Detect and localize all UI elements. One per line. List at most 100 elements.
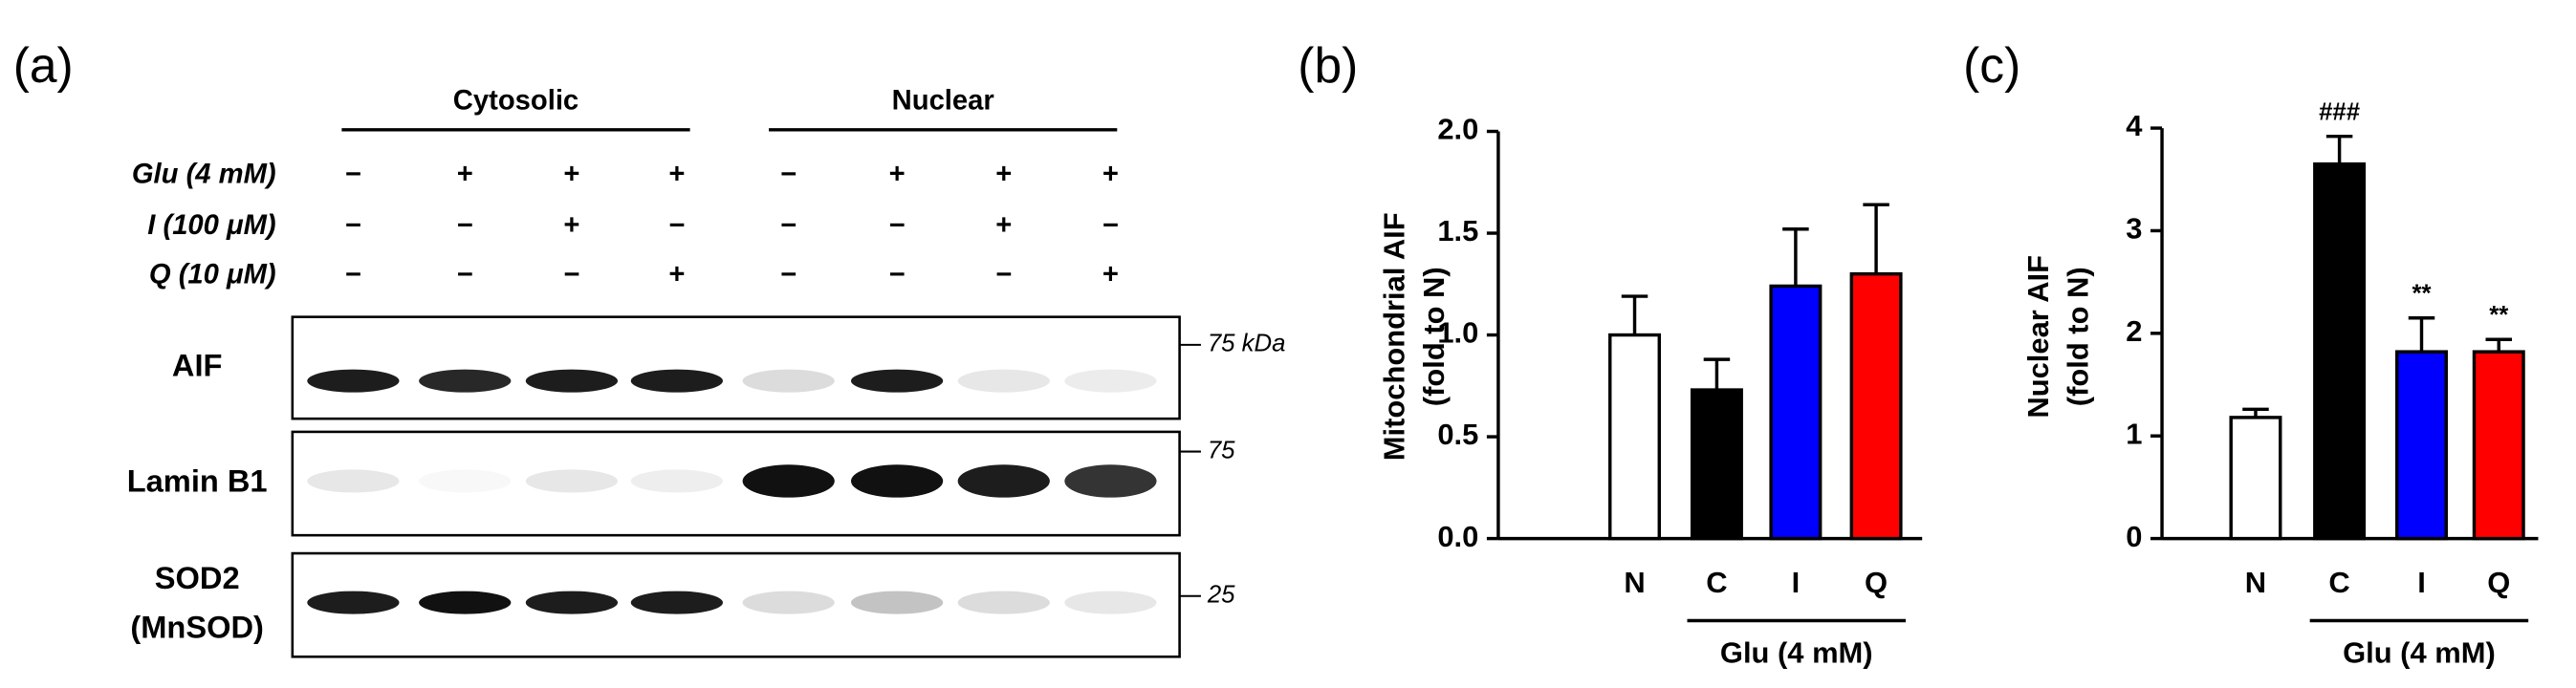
- band: [525, 469, 619, 493]
- y-tick-label: 0.5: [1437, 418, 1478, 451]
- marker-label: 25: [1207, 582, 1235, 609]
- band: [957, 369, 1050, 393]
- group-label: Nuclear: [892, 85, 994, 116]
- treatment-sign: +: [457, 160, 473, 190]
- treatment-label: Glu (4 mM): [132, 160, 276, 190]
- band: [957, 464, 1050, 498]
- treatment-sign: −: [780, 210, 797, 241]
- x-tick-label: I: [2417, 566, 2426, 599]
- y-tick-label: 1.0: [1437, 316, 1478, 350]
- x-tick-label: N: [2245, 566, 2266, 599]
- panel-label: (a): [13, 37, 74, 93]
- band: [742, 464, 835, 498]
- treatment-sign: +: [668, 259, 685, 290]
- treatment-sign: +: [995, 160, 1012, 190]
- y-tick-label: 2.0: [1437, 113, 1478, 146]
- y-tick-label: 1: [2126, 417, 2142, 450]
- band: [419, 369, 512, 393]
- band: [525, 369, 619, 393]
- treatment-label: Q (10 μM): [149, 259, 276, 290]
- y-tick-label: 0: [2126, 520, 2142, 553]
- band: [307, 369, 400, 393]
- treatment-sign: −: [563, 259, 579, 290]
- row-label: (MnSOD): [130, 610, 264, 645]
- group-label: Cytosolic: [453, 85, 579, 116]
- bar: [1769, 284, 1823, 541]
- band: [850, 464, 944, 498]
- treatment-sign: −: [1102, 210, 1119, 241]
- band: [1064, 464, 1157, 498]
- y-axis-label: (fold to N): [2061, 267, 2094, 406]
- x-tick-label: C: [1706, 566, 1727, 599]
- band: [419, 469, 511, 492]
- bar: [2313, 161, 2367, 541]
- band: [307, 591, 400, 614]
- y-axis-label: (fold to N): [1417, 267, 1451, 406]
- treatment-sign: +: [1102, 259, 1119, 290]
- band: [850, 591, 944, 614]
- treatment-sign: −: [780, 259, 797, 290]
- treatment-sign: +: [995, 210, 1012, 241]
- band: [1064, 369, 1157, 393]
- row-label: Lamin B1: [127, 463, 268, 499]
- band: [525, 591, 619, 614]
- band: [742, 591, 835, 614]
- treatment-label: I (100 μM): [147, 210, 275, 241]
- treatment-sign: −: [345, 160, 361, 190]
- bar: [2472, 350, 2525, 541]
- band: [957, 591, 1050, 614]
- significance-label: **: [2412, 280, 2431, 307]
- treatment-sign: −: [780, 160, 797, 190]
- bar: [1849, 271, 1903, 541]
- treatment-sign: −: [345, 259, 361, 290]
- panel-label: (b): [1298, 37, 1358, 93]
- band: [850, 369, 944, 393]
- treatment-sign: −: [345, 210, 361, 241]
- marker-label: 75 kDa: [1208, 331, 1286, 357]
- panel-label: (c): [1963, 37, 2020, 93]
- treatment-sign: +: [563, 210, 579, 241]
- bar: [2229, 416, 2282, 541]
- treatment-sign: −: [995, 259, 1012, 290]
- treatment-sign: +: [889, 160, 906, 190]
- treatment-sign: −: [668, 210, 685, 241]
- treatment-sign: +: [563, 160, 579, 190]
- row-label: SOD2: [155, 560, 240, 595]
- y-tick-label: 4: [2126, 109, 2143, 142]
- group-label: Glu (4 mM): [2343, 636, 2496, 670]
- significance-label: ###: [2319, 98, 2360, 125]
- band: [307, 469, 400, 493]
- y-axis-label: Nuclear AIF: [2021, 255, 2055, 419]
- band: [630, 369, 723, 393]
- significance-label: **: [2489, 302, 2508, 329]
- x-tick-label: C: [2328, 566, 2349, 599]
- group-label: Glu (4 mM): [1720, 636, 1873, 670]
- band: [1064, 591, 1157, 614]
- marker-label: 75: [1208, 437, 1235, 463]
- x-tick-label: Q: [2487, 566, 2510, 599]
- bar: [2395, 350, 2448, 541]
- band: [630, 591, 723, 614]
- bar: [1690, 388, 1743, 541]
- x-tick-label: N: [1624, 566, 1645, 599]
- treatment-sign: +: [668, 160, 685, 190]
- band: [419, 591, 512, 614]
- treatment-sign: −: [889, 259, 906, 290]
- treatment-sign: −: [457, 210, 473, 241]
- y-tick-label: 1.5: [1437, 214, 1478, 247]
- blot-box: [291, 315, 1181, 420]
- treatment-sign: +: [1102, 160, 1119, 190]
- y-axis-label: Mitochondrial AIF: [1378, 212, 1411, 461]
- treatment-sign: −: [889, 210, 906, 241]
- x-tick-label: Q: [1865, 566, 1888, 599]
- band: [742, 369, 835, 393]
- x-tick-label: I: [1792, 566, 1801, 599]
- y-tick-label: 0.0: [1437, 520, 1478, 553]
- y-tick-label: 3: [2126, 212, 2142, 246]
- treatment-sign: −: [457, 259, 473, 290]
- bar: [1608, 333, 1662, 541]
- row-label: AIF: [172, 348, 223, 383]
- band: [630, 469, 723, 493]
- y-tick-label: 2: [2126, 314, 2142, 348]
